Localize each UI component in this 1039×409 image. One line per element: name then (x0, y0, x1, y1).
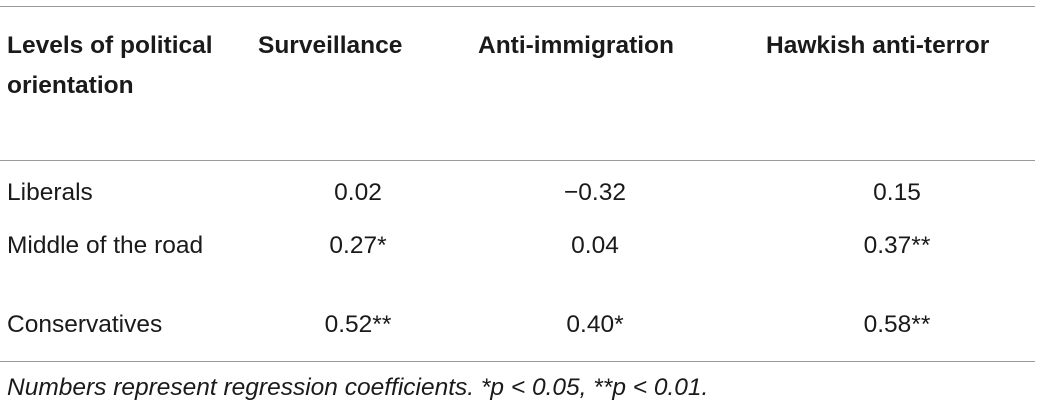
row-label-liberals: Liberals (7, 179, 93, 206)
cell-conservatives-hawkish: 0.58** (863, 311, 931, 338)
header-political-orientation: Levels of political orientation (7, 32, 213, 99)
cell-liberals-anti-immigration: −0.32 (564, 179, 626, 206)
cell-middle-hawkish: 0.37** (863, 232, 931, 259)
table-bottom-rule (0, 361, 1035, 362)
cell-middle-anti-immigration: 0.04 (571, 232, 619, 259)
cell-conservatives-surveillance: 0.52** (324, 311, 392, 338)
table-header-rule (0, 160, 1035, 161)
header-anti-immigration: Anti-immigration (478, 32, 674, 59)
table-footnote: Numbers represent regression coefficient… (7, 374, 709, 401)
row-label-middle-of-the-road: Middle of the road (7, 232, 204, 259)
header-hawkish-anti-terror: Hawkish anti-terror (766, 32, 990, 59)
table-top-rule (0, 6, 1035, 7)
row-label-conservatives: Conservatives (7, 311, 163, 338)
cell-liberals-surveillance: 0.02 (334, 179, 382, 206)
cell-middle-surveillance: 0.27* (329, 232, 387, 259)
header-surveillance: Surveillance (258, 32, 403, 59)
cell-conservatives-anti-immigration: 0.40* (566, 311, 624, 338)
cell-liberals-hawkish: 0.15 (873, 179, 921, 206)
